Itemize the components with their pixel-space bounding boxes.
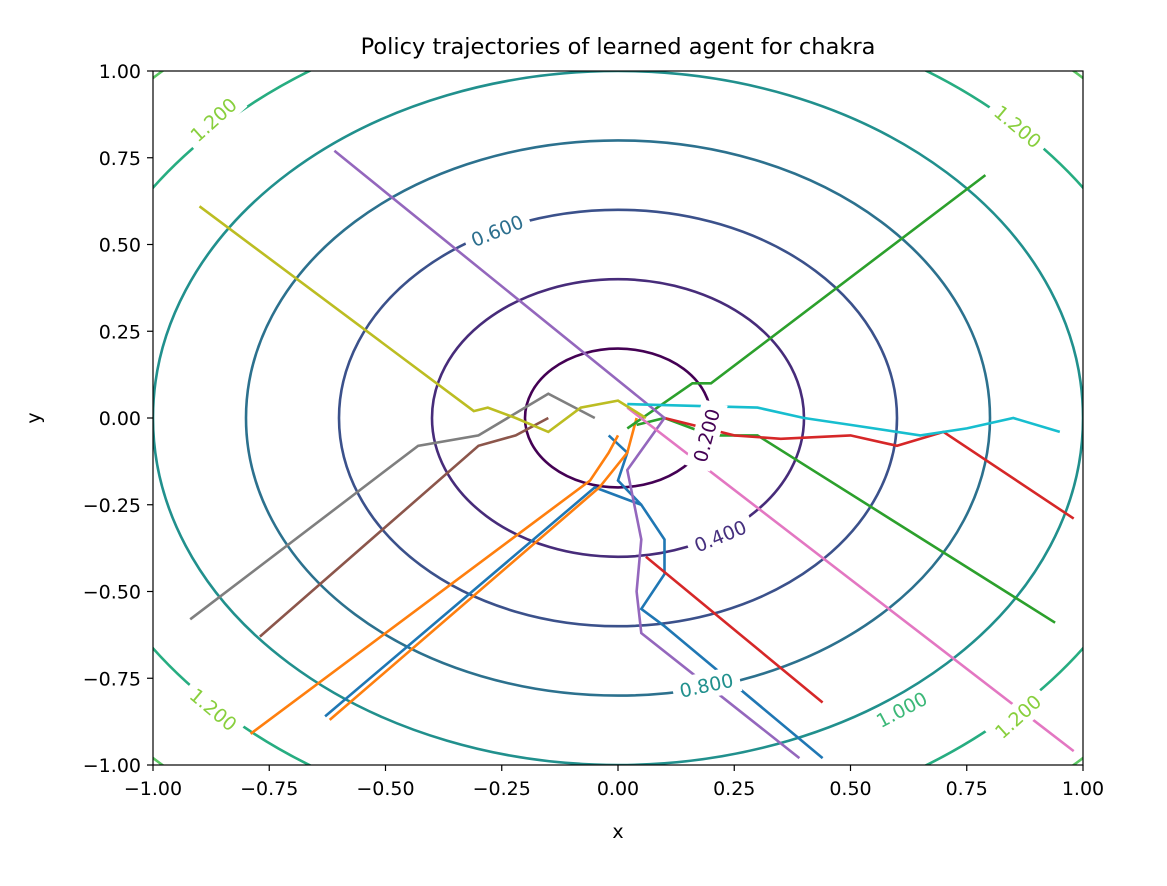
trajectory-0 bbox=[324, 485, 824, 760]
contour-level-3 bbox=[244, 139, 992, 697]
x-tick-label-6: 0.50 bbox=[829, 778, 871, 800]
trajectory-3 bbox=[328, 417, 638, 721]
trajectory-8 bbox=[333, 149, 801, 760]
y-tick-label-8: 1.00 bbox=[99, 61, 141, 83]
y-tick-label-2: −0.50 bbox=[83, 582, 141, 604]
y-tick-label-5: 0.25 bbox=[99, 321, 141, 343]
y-tick-label-4: 0.00 bbox=[99, 408, 141, 430]
contour-label-bg-5 bbox=[179, 87, 248, 152]
contour-label-bg-4 bbox=[865, 682, 938, 737]
x-axis-label: x bbox=[612, 821, 623, 843]
trajectory-2 bbox=[249, 434, 620, 735]
trajectory-12 bbox=[198, 205, 647, 434]
x-tick-label-0: −1.00 bbox=[124, 778, 182, 800]
x-tick-label-2: −0.50 bbox=[356, 778, 414, 800]
trajectory-9 bbox=[259, 416, 549, 638]
trajectory-1 bbox=[607, 434, 643, 506]
y-tick-label-3: −0.25 bbox=[83, 495, 141, 517]
contour-label-bg-2 bbox=[460, 205, 534, 256]
contour-label-bg-1 bbox=[683, 511, 757, 561]
y-tick-label-0: −1.00 bbox=[83, 755, 141, 777]
contour-label-bg-3 bbox=[670, 665, 743, 705]
y-tick-label-1: −0.75 bbox=[83, 668, 141, 690]
trajectory-11 bbox=[189, 392, 596, 621]
x-axis: −1.00 −0.75 −0.50 −0.25 0.00 0.25 0.50 0.75 1.00 bbox=[124, 765, 1104, 800]
chart-title: Policy trajectories of learned agent for… bbox=[361, 34, 876, 60]
x-tick-label-1: −0.75 bbox=[240, 778, 298, 800]
x-tick-label-8: 1.00 bbox=[1062, 778, 1104, 800]
x-tick-label-5: 0.25 bbox=[713, 778, 755, 800]
trajectory-13 bbox=[627, 402, 1061, 437]
x-tick-label-3: −0.25 bbox=[473, 778, 531, 800]
x-tick-label-7: 0.75 bbox=[946, 778, 988, 800]
x-tick-label-4: 0.00 bbox=[597, 778, 639, 800]
contour-label-bg-6 bbox=[983, 94, 1053, 159]
y-axis: −1.00 −0.75 −0.50 −0.25 0.00 0.25 0.50 0.75 1.00 bbox=[83, 61, 153, 777]
trajectory-layer bbox=[189, 149, 1075, 760]
trajectory-6 bbox=[645, 555, 824, 704]
contour-label-bg-8 bbox=[983, 684, 1052, 749]
contour-label-bg-0 bbox=[684, 399, 728, 472]
y-axis-label: y bbox=[23, 412, 45, 423]
contour-label-bg-7 bbox=[179, 677, 248, 742]
y-tick-label-7: 0.75 bbox=[99, 148, 141, 170]
contour-level-2 bbox=[337, 208, 899, 628]
y-tick-label-6: 0.50 bbox=[99, 235, 141, 257]
